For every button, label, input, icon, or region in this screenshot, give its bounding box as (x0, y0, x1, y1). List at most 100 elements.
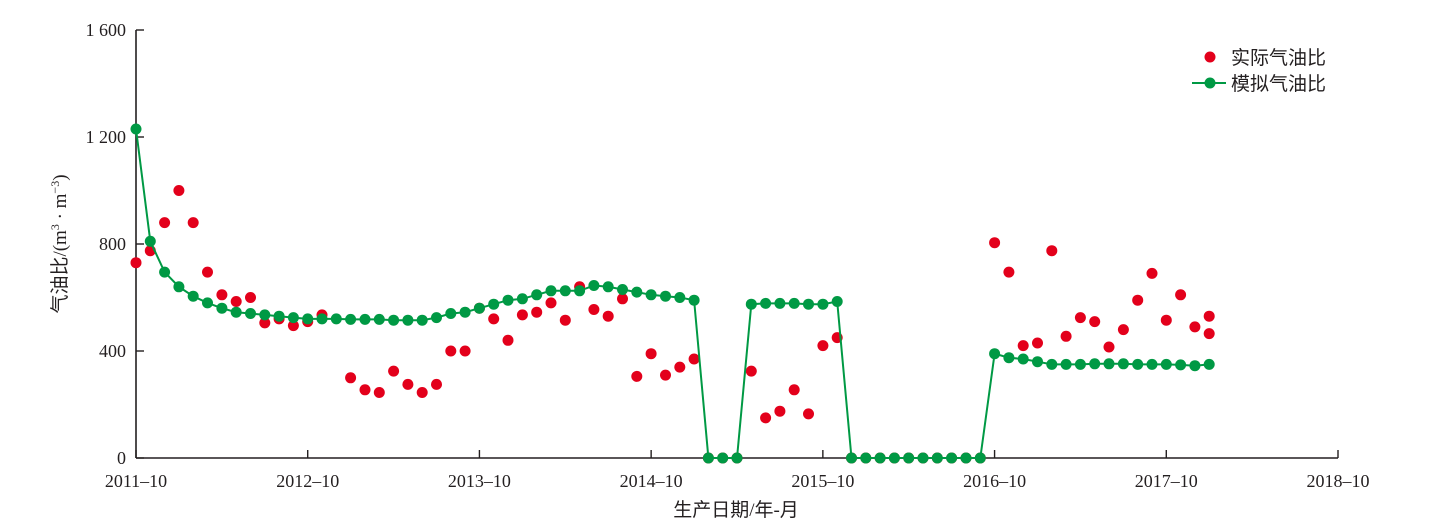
data-point (1089, 358, 1101, 370)
x-tick-label: 2012–10 (276, 471, 339, 491)
data-point (1060, 330, 1072, 342)
data-point (473, 302, 485, 314)
y-tick-label: 0 (117, 448, 126, 468)
data-point (1146, 267, 1158, 279)
data-point (316, 313, 328, 325)
data-point (960, 452, 972, 464)
data-point (173, 185, 185, 196)
legend-label-simulated: 模拟气油比 (1231, 73, 1326, 95)
data-point (273, 310, 285, 322)
data-point (502, 294, 514, 306)
data-point (602, 310, 614, 322)
data-point (159, 217, 171, 229)
data-point (617, 284, 628, 295)
data-point (245, 308, 256, 319)
y-tick-label: 1 200 (86, 127, 127, 147)
data-point (631, 286, 643, 298)
data-point (445, 345, 457, 357)
data-point (1074, 358, 1086, 370)
x-tick-label: 2018–10 (1307, 471, 1370, 491)
data-point (731, 452, 743, 464)
data-point (602, 281, 614, 293)
series-line (135, 128, 1210, 459)
data-point (187, 217, 199, 229)
y-tick-label: 400 (99, 341, 126, 361)
data-point (688, 294, 700, 306)
data-point (774, 297, 786, 309)
data-point (588, 304, 600, 315)
x-tick-label: 2016–10 (963, 471, 1026, 491)
x-tick-label: 2017–10 (1135, 471, 1198, 491)
data-point (130, 123, 142, 135)
data-point (373, 313, 385, 325)
data-point (645, 348, 657, 360)
data-point (860, 452, 872, 464)
data-point (1132, 294, 1144, 306)
data-point (144, 235, 156, 247)
data-point (788, 297, 800, 309)
series-layer (130, 123, 1215, 464)
data-point (1089, 316, 1101, 328)
x-tick-label: 2011–10 (105, 471, 167, 491)
data-point (1003, 352, 1015, 364)
data-point (631, 370, 643, 382)
data-point (817, 298, 829, 310)
data-point (1046, 358, 1058, 370)
y-axis-title-end: ) (50, 174, 71, 180)
data-point (688, 353, 700, 365)
data-point (1203, 328, 1215, 340)
data-point (402, 378, 414, 390)
y-tick-label: 1 600 (86, 20, 127, 40)
data-point (974, 452, 986, 464)
data-point (545, 297, 557, 309)
data-point (388, 314, 400, 326)
data-point (559, 285, 571, 297)
data-point (1189, 321, 1201, 333)
data-point (645, 289, 657, 301)
data-point (516, 293, 528, 305)
data-point (230, 296, 242, 307)
data-point (431, 312, 442, 324)
data-point (373, 387, 385, 398)
data-point (445, 308, 457, 319)
y-axis-title-main: 气油比/(m (49, 230, 71, 314)
data-point (989, 348, 1001, 360)
data-point (574, 285, 586, 297)
data-point (531, 289, 543, 301)
data-point (345, 313, 357, 325)
data-point (216, 302, 228, 314)
data-point (617, 293, 628, 305)
data-point (760, 297, 772, 309)
data-point (259, 317, 271, 329)
data-point (946, 452, 958, 464)
data-point (1017, 340, 1029, 352)
y-ticks: 0 400 800 1 200 1 600 (86, 20, 144, 468)
data-point (702, 452, 714, 464)
data-point (745, 298, 757, 310)
data-point (674, 361, 686, 373)
data-point (545, 285, 557, 297)
data-point (989, 237, 1001, 249)
data-point (459, 306, 471, 318)
data-point (1032, 356, 1043, 368)
data-point (846, 452, 857, 464)
y-tick-label: 800 (99, 234, 126, 254)
data-point (1160, 358, 1172, 370)
data-point (1074, 312, 1086, 324)
axes (135, 30, 1338, 459)
data-point (831, 296, 843, 307)
data-point (1103, 341, 1115, 353)
data-point (788, 384, 800, 396)
data-point (660, 290, 671, 302)
data-point (359, 313, 371, 325)
data-point (1203, 310, 1215, 322)
series-actual (130, 185, 1215, 464)
data-point (931, 452, 943, 464)
series-simulated (130, 123, 1215, 464)
data-point (516, 309, 528, 321)
y-axis-title: 气油比/(m3 · m−3) (48, 174, 71, 313)
data-point (431, 378, 442, 390)
legend-marker-actual (1204, 51, 1216, 63)
data-point (488, 298, 500, 310)
data-point (817, 340, 829, 352)
